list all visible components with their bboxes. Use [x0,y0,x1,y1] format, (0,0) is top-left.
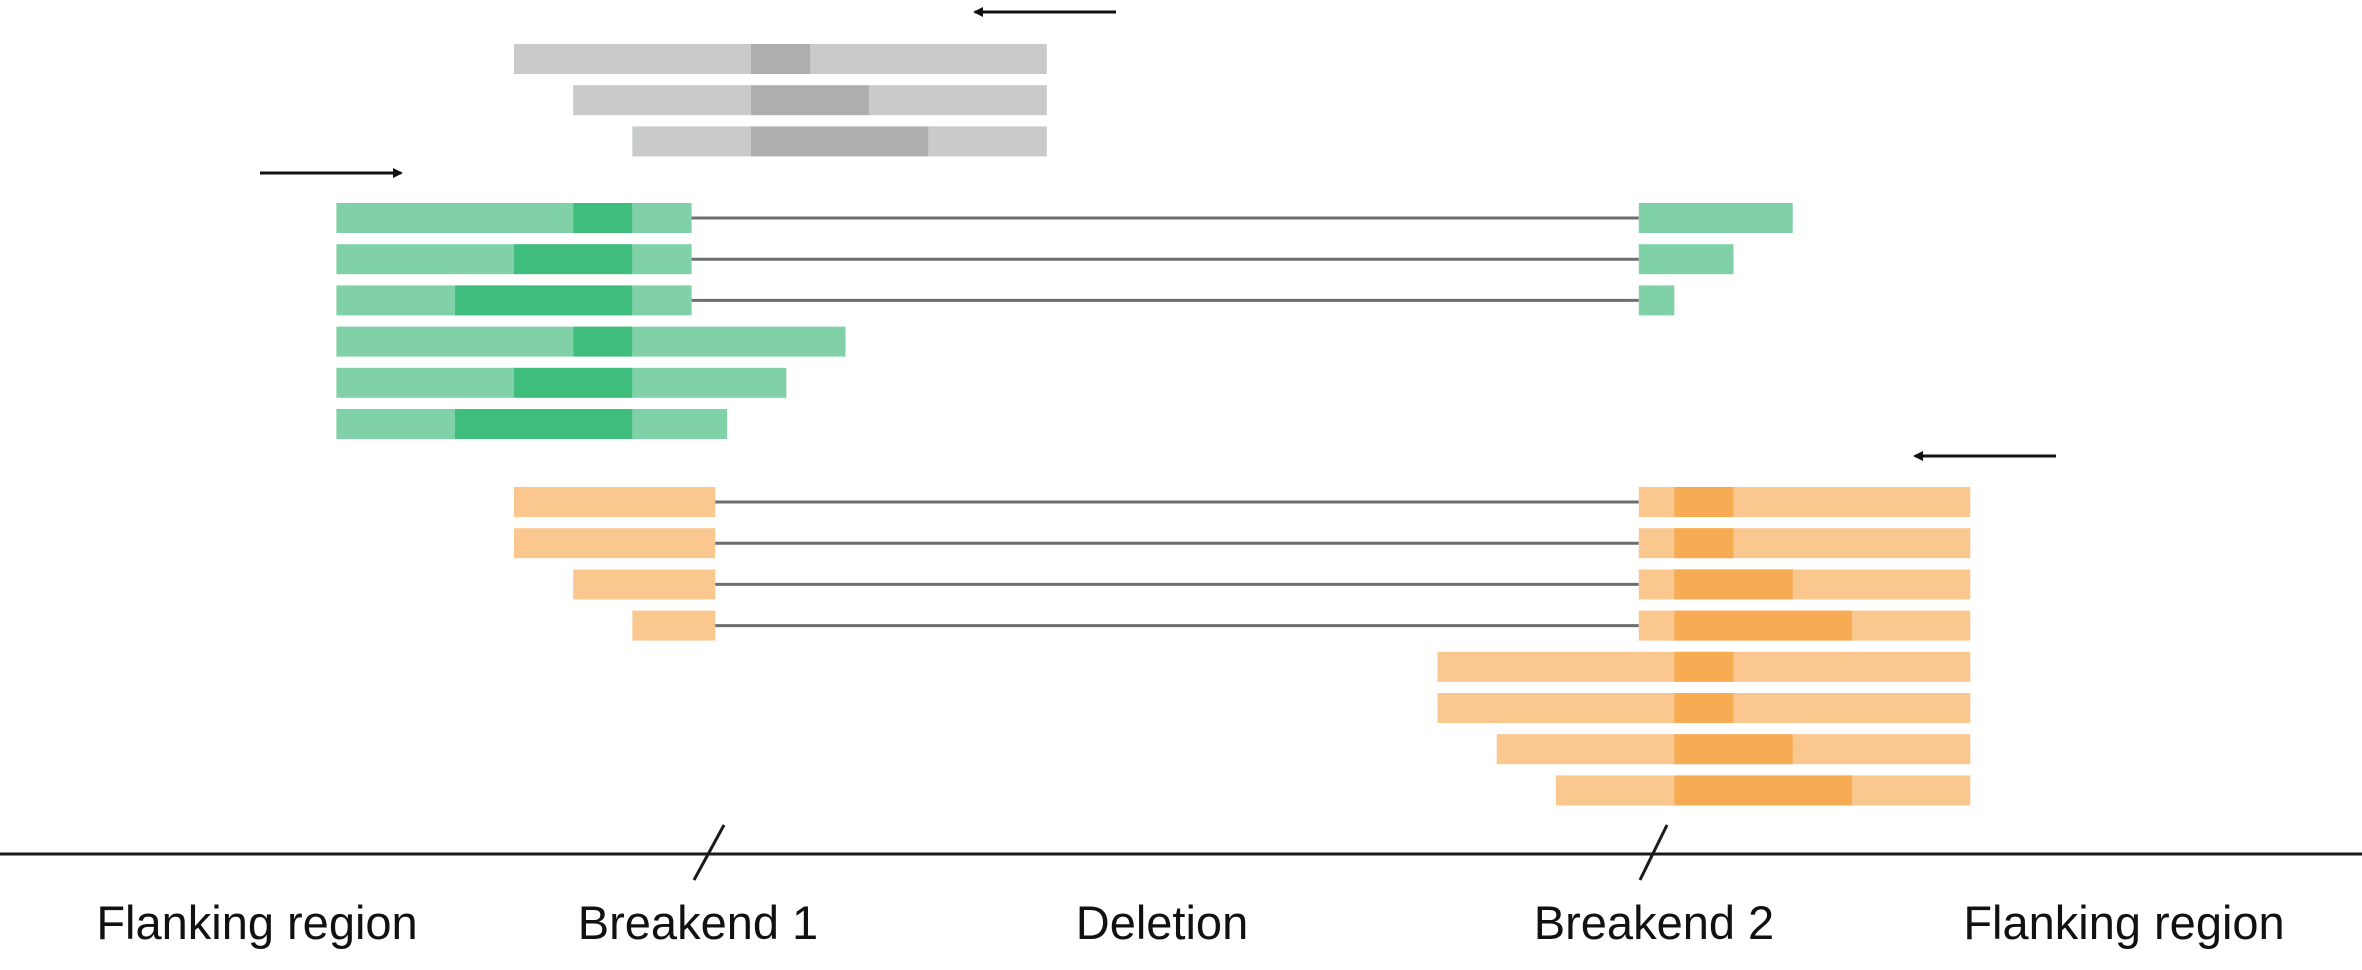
green-read-segment [1638,285,1675,316]
orange-read-overlap [1674,693,1734,723]
grey-read-segment [750,44,810,74]
grey-read-segment [632,126,751,157]
orange-read-overlap [1674,651,1734,682]
breakend-1-label: Breakend 1 [577,896,819,949]
orange-read-overlap [1674,610,1852,641]
reads-layer [336,44,1971,806]
grey-read-segment [810,44,1047,74]
grey-read-segment [869,85,1047,116]
green-read-segment [632,367,787,398]
green-read-segment [632,203,692,233]
direction-arrows [260,7,2056,461]
flanking-region-right-label: Flanking region [1963,896,2285,949]
green-read-segment [336,326,574,357]
breakend-2-label: Breakend 2 [1533,896,1775,949]
orange-read-overlap [1674,775,1852,806]
green-read-segment [1638,244,1734,275]
green-read-segment [454,285,633,316]
green-read-segment [514,244,633,275]
orange-read-overlap [1674,734,1793,765]
orange-read-overlap [1674,487,1734,517]
orange-read-overlap [1674,528,1734,559]
orange-read-segment [573,569,716,600]
green-read-segment [336,285,455,316]
green-read-segment [573,326,633,357]
orange-read-overlap [1674,569,1793,600]
deletion-label: Deletion [1075,896,1249,949]
orange-read-segment [632,610,716,641]
green-read-segment [336,367,514,398]
green-read-segment [632,285,692,316]
green-read-segment [632,244,692,275]
green-read-segment [632,326,846,357]
green-read-segment [632,409,728,439]
green-read-segment [336,244,514,275]
grey-read-segment [750,85,870,116]
orange-read-segment [514,528,716,559]
green-read-segment [1638,203,1793,233]
flanking-region-left-label: Flanking region [96,896,418,949]
grey-read-segment [573,85,751,116]
grey-read-segment [928,126,1047,157]
green-read-segment [573,203,633,233]
green-read-segment [336,203,574,233]
grey-read-segment [514,44,751,74]
green-read-segment [336,409,455,439]
breakend-2-tick [1638,824,1669,881]
green-read-segment [454,409,633,439]
breakend-1-tick [692,824,726,881]
orange-read-segment [514,487,716,517]
grey-read-segment [750,126,929,157]
green-read-segment [514,367,633,398]
